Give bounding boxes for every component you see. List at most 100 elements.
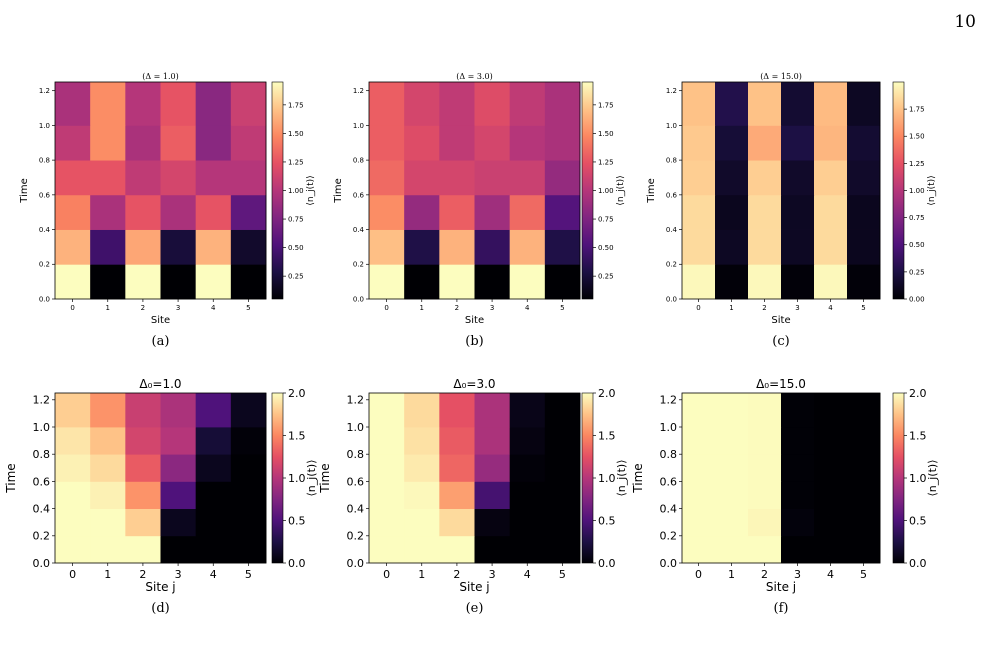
y-tick-label: 0.2 (39, 261, 50, 269)
heatmap-cell (715, 481, 749, 509)
y-tick-label: 0.6 (33, 475, 51, 488)
heatmap-cell (369, 454, 405, 482)
heatmap-cell (125, 229, 161, 265)
heatmap-cell (404, 160, 440, 196)
subfigure-caption: (c) (772, 334, 789, 349)
x-tick-label: 2 (453, 568, 460, 581)
x-tick-label: 4 (210, 568, 217, 581)
colorbar-tick-label: 0.25 (288, 273, 304, 281)
heatmap-cell (404, 393, 440, 428)
y-tick-label: 1.0 (33, 421, 51, 434)
heatmap-cell (90, 508, 126, 537)
heatmap-cell (682, 508, 716, 537)
heatmap-cell (404, 535, 440, 564)
heatmap-cell (781, 264, 815, 300)
panel-title: Δ₀=1.0 (139, 377, 181, 391)
x-tick-label: 5 (560, 304, 564, 312)
y-tick-label: 1.2 (347, 394, 365, 407)
heatmap-cell (509, 264, 546, 300)
x-tick-label: 0 (70, 304, 74, 312)
heatmap-cell (160, 194, 197, 230)
heatmap-cell (404, 427, 440, 455)
heatmap-cell (748, 194, 782, 230)
x-tick-label: 3 (176, 304, 180, 312)
y-axis-label: Time (333, 178, 344, 203)
heatmap-cell (781, 393, 815, 428)
colorbar-label: ⟨n_j(t)⟩ (616, 175, 626, 205)
heatmap-cell (847, 454, 881, 482)
heatmap-cell (90, 535, 126, 564)
heatmap-cell (847, 427, 881, 455)
heatmap-cell (90, 393, 126, 428)
heatmap-cell (125, 393, 161, 428)
heatmap-cell (715, 194, 749, 230)
heatmap-cell (781, 481, 815, 509)
y-tick-label: 1.2 (39, 87, 50, 95)
heatmap-cell (125, 454, 161, 482)
heatmap-cell (195, 508, 232, 537)
x-tick-label: 2 (141, 304, 145, 312)
heatmap-cell (160, 125, 197, 161)
heatmap-cell (748, 508, 782, 537)
heatmap-cell (195, 535, 232, 564)
heatmap-cell (90, 264, 126, 300)
heatmap-cell (748, 393, 782, 428)
heatmap-cell (160, 508, 197, 537)
heatmap-cell (715, 454, 749, 482)
heatmap-cell (439, 427, 475, 455)
heatmap-cell (509, 393, 546, 428)
heatmap-cell (474, 264, 511, 300)
heatmap-cell (715, 508, 749, 537)
page-number: 10 (954, 12, 976, 32)
axes-frame (368, 392, 581, 564)
heatmap-cell (55, 194, 91, 230)
heatmap-cell (544, 229, 581, 265)
heatmap-cell (230, 229, 267, 265)
heatmap-cell (230, 535, 267, 564)
heatmap-cell (195, 82, 232, 126)
heatmap-cell (125, 194, 161, 230)
heatmap-cell (682, 481, 716, 509)
heatmap-cell (369, 535, 405, 564)
heatmap-cell (55, 229, 91, 265)
y-tick-label: 0.8 (347, 448, 365, 461)
heatmap-cell (369, 82, 405, 126)
y-tick-label: 1.0 (347, 421, 365, 434)
heatmap-cell (439, 229, 475, 265)
y-tick-label: 1.0 (353, 122, 364, 130)
y-tick-label: 0.4 (353, 226, 365, 234)
subfigure-caption: (a) (152, 334, 170, 349)
heatmap-cell (748, 535, 782, 564)
heatmap-cell (125, 481, 161, 509)
x-tick-label: 1 (106, 304, 110, 312)
y-tick-label: 0.0 (347, 557, 365, 570)
heatmap-cell (544, 160, 581, 196)
heatmap-cell (847, 229, 881, 265)
heatmap-cell (439, 508, 475, 537)
heatmap-cell (682, 125, 716, 161)
colorbar-tick-label: 0.5 (598, 514, 616, 527)
y-tick-label: 0.0 (660, 557, 678, 570)
heatmap-panel-2: 0 1 2 3 4 5 0.0 0.2 0.4 0.6 0.8 1.0 1.2 Site Time (Δ = … (646, 72, 937, 349)
heatmap-cell (682, 229, 716, 265)
heatmap-cell (369, 194, 405, 230)
colorbar-tick-label: 1.75 (288, 101, 304, 109)
heatmap-cell (55, 427, 91, 455)
x-axis-label: Site j (145, 580, 175, 594)
colorbar-tick-label: 1.25 (909, 160, 925, 168)
y-tick-label: 0.4 (347, 502, 365, 515)
subfigure-caption: (d) (151, 601, 169, 616)
heatmap-cell (125, 427, 161, 455)
heatmap-cell (90, 194, 126, 230)
y-tick-label: 1.0 (39, 122, 50, 130)
y-tick-label: 0.2 (666, 261, 677, 269)
colorbar-tick-label: 1.00 (909, 187, 925, 195)
heatmap-panel-1: 0 1 2 3 4 5 0.0 0.2 0.4 0.6 0.8 1.0 1.2 Site Time (Δ = … (333, 72, 626, 349)
heatmap-cell (509, 82, 546, 126)
heatmap-cell (474, 125, 511, 161)
x-tick-label: 3 (489, 568, 496, 581)
heatmap-cell (230, 481, 267, 509)
heatmap-cell (847, 535, 881, 564)
x-axis-label: Site (771, 315, 790, 326)
colorbar-tick-label: 1.5 (598, 429, 616, 442)
